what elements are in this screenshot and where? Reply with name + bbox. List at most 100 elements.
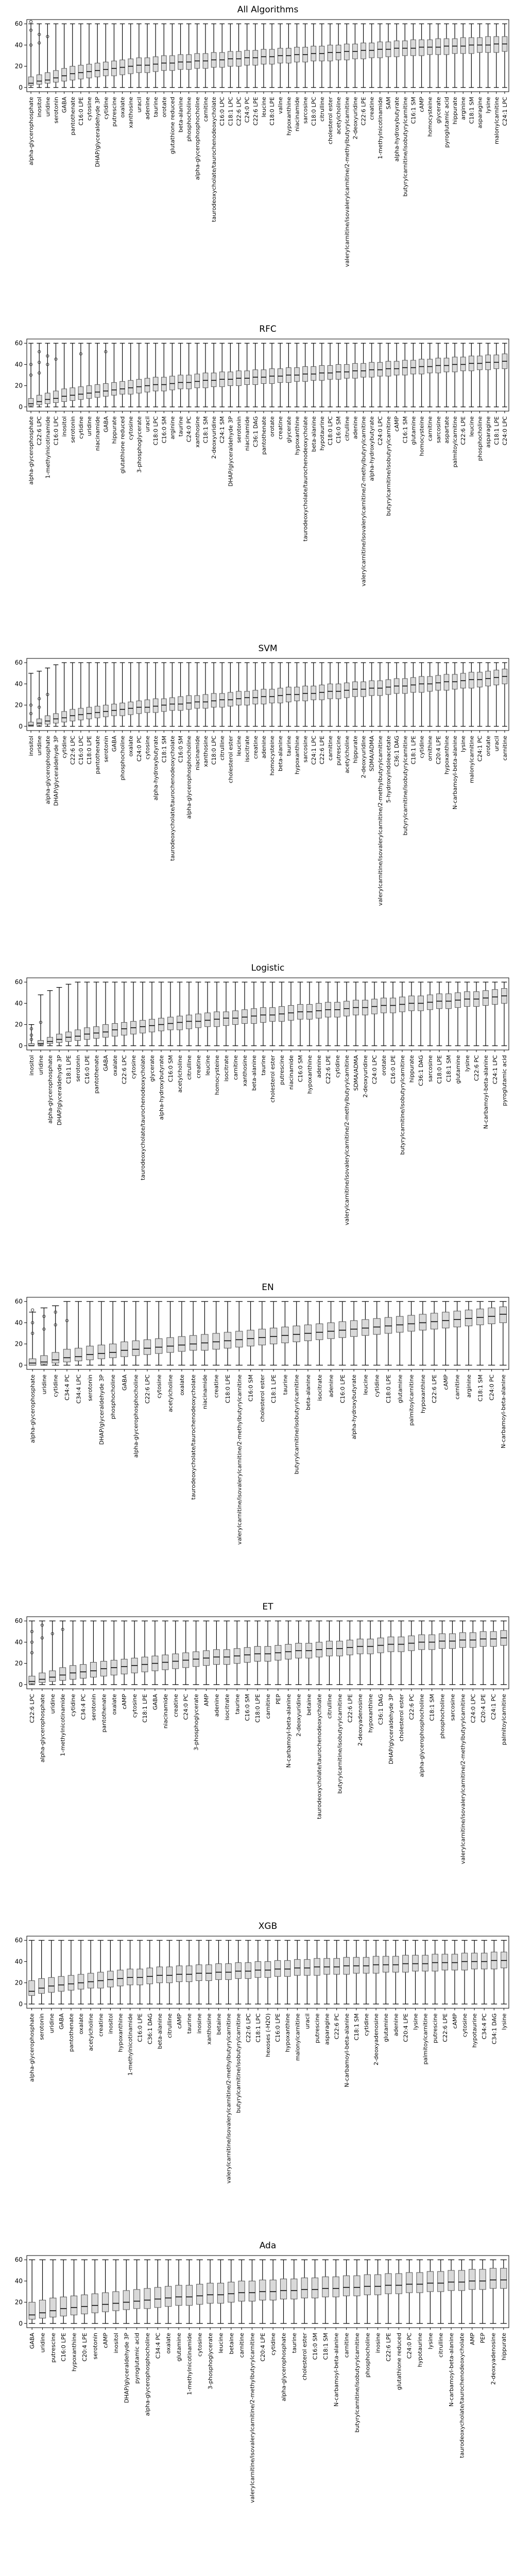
x-tick-label: cytidine xyxy=(334,1055,341,1078)
x-tick-label: C20:4 LPE xyxy=(435,736,442,765)
box-1: C22:6 LPC xyxy=(28,1620,36,1723)
x-tick-label: SAM xyxy=(385,97,392,109)
box-iqr xyxy=(443,38,450,55)
box-28: C16:0 LPE xyxy=(338,1301,347,1403)
x-tick-label: GABA xyxy=(58,2013,65,2030)
x-tick-label: cytosine xyxy=(131,1694,138,1718)
box-4: 1-methylnicotinamide xyxy=(59,1620,66,1756)
box-iqr xyxy=(102,705,109,717)
box-iqr xyxy=(90,1662,97,1677)
x-tick-label: phosphocholine xyxy=(477,416,484,461)
box-14: uracil xyxy=(136,23,143,112)
box-iqr xyxy=(499,1307,507,1323)
x-tick-label: C20:4 LPE xyxy=(402,2013,409,2042)
box-iqr xyxy=(489,2268,497,2289)
box-iqr xyxy=(207,2283,214,2304)
x-tick-label: cytidine xyxy=(102,97,109,120)
box-3: putrescine xyxy=(49,2259,57,2363)
box-iqr xyxy=(333,1958,340,1975)
outlier-point xyxy=(46,363,49,366)
box-iqr xyxy=(396,1316,404,1333)
box-iqr xyxy=(56,1033,62,1043)
box-iqr xyxy=(458,2270,466,2291)
x-tick-label: niacinamide xyxy=(294,97,300,131)
box-2: uridine xyxy=(38,994,44,1075)
box-iqr xyxy=(53,713,59,724)
x-tick-label: hypoxanthine xyxy=(306,1055,313,1094)
box-iqr xyxy=(269,2279,277,2300)
box-27: cholesterol ester xyxy=(301,2259,308,2380)
x-tick-label: C22:6 PC xyxy=(334,2013,340,2040)
box-45: C18:0 LPE xyxy=(436,981,443,1084)
box-iqr xyxy=(364,2274,371,2295)
x-tick-label: serotonin xyxy=(53,97,59,124)
box-iqr xyxy=(290,2278,298,2299)
x-tick-label: valerylcarnitine/isovalerylcarnitine/2-m… xyxy=(344,1055,350,1225)
box-iqr xyxy=(469,2269,476,2290)
box-iqr xyxy=(161,377,167,392)
x-tick-label: taurodeoxycholate/taurochenodeoxycholate xyxy=(190,1375,197,1500)
x-tick-label: C22:6 PC xyxy=(473,1055,480,1081)
x-tick-label: C24:0 PC xyxy=(406,2333,413,2359)
x-tick-label: butyrylcarnitine/isobutyrylcarnitine xyxy=(235,2013,242,2113)
x-tick-label: C20:4 LPE xyxy=(81,2333,88,2362)
box-1: alpha-glycerophosphate xyxy=(28,1308,37,1443)
y-tick-label: 40 xyxy=(15,1638,23,1646)
box-iqr xyxy=(476,1309,484,1326)
box-iqr xyxy=(353,2275,360,2296)
box-49: homocysteine xyxy=(427,23,434,137)
x-tick-label: serotonin xyxy=(90,1694,97,1721)
box-11: cytosine xyxy=(131,1620,138,1718)
x-tick-label: N-carbamoyl-beta-alanine xyxy=(333,2333,339,2407)
box-33: phosphocholine xyxy=(364,2259,371,2378)
box-iqr xyxy=(363,1957,370,1974)
box-27: isocitrate xyxy=(244,662,251,762)
x-tick-label: hippurate xyxy=(352,736,358,764)
box-iqr xyxy=(412,1955,419,1972)
box-27: C24:0 PC xyxy=(244,23,251,123)
x-tick-label: C18:1 SM xyxy=(468,97,475,124)
x-tick-label: xanthosine xyxy=(202,736,209,767)
outlier-point xyxy=(29,1027,33,1030)
box-3: uridine xyxy=(49,1620,56,1714)
box-iqr xyxy=(28,398,34,406)
box-iqr xyxy=(269,1007,276,1022)
box-33: glutamine xyxy=(396,1301,404,1403)
box-20: betaine xyxy=(228,2259,235,2354)
x-tick-label: uridine xyxy=(48,2013,55,2033)
box-31: carnitine xyxy=(343,2259,350,2358)
box-11: putrescine xyxy=(111,23,117,127)
x-tick-label: C18:1 SM xyxy=(445,1055,452,1082)
x-tick-label: xanthosine xyxy=(128,97,134,128)
x-tick-label: C16:0 SM xyxy=(297,1055,304,1082)
box-iqr xyxy=(406,2272,413,2293)
box-iqr xyxy=(144,378,150,393)
box-iqr xyxy=(441,1954,449,1971)
box-iqr xyxy=(94,384,100,398)
box-1: alpha-glycerophosphate xyxy=(28,343,35,485)
box-56: asparagine xyxy=(485,343,492,448)
box-26: taurine xyxy=(260,981,267,1075)
box-iqr xyxy=(242,1009,248,1024)
box-iqr xyxy=(252,690,259,705)
box-22: C18:1 LPE xyxy=(269,1301,278,1403)
box-iqr xyxy=(28,722,34,727)
box-39: arginine xyxy=(465,1301,473,1398)
x-tick-label: oxalate xyxy=(179,1375,185,1396)
box-17: cytosine xyxy=(196,2259,203,2357)
x-tick-label: oxalate xyxy=(119,97,126,118)
box-4: serotonin xyxy=(53,23,59,124)
x-tick-label: cAMP xyxy=(102,2333,109,2348)
box-32: C22:6 LPE xyxy=(346,1620,353,1723)
x-tick-label: AMP xyxy=(469,2333,476,2345)
box-20: C24:0 PC xyxy=(186,343,193,442)
box-37: cholesterol ester xyxy=(327,23,334,144)
box-42: hippurate xyxy=(408,981,415,1082)
box-11: GABA xyxy=(111,662,117,752)
box-35: C18:0 LPC xyxy=(311,23,317,126)
box-14: niacinamide xyxy=(162,1620,169,1728)
box-iqr xyxy=(322,2276,329,2297)
box-7: acetylcholine xyxy=(87,1940,94,2051)
y-tick-label: 0 xyxy=(19,1042,23,1049)
